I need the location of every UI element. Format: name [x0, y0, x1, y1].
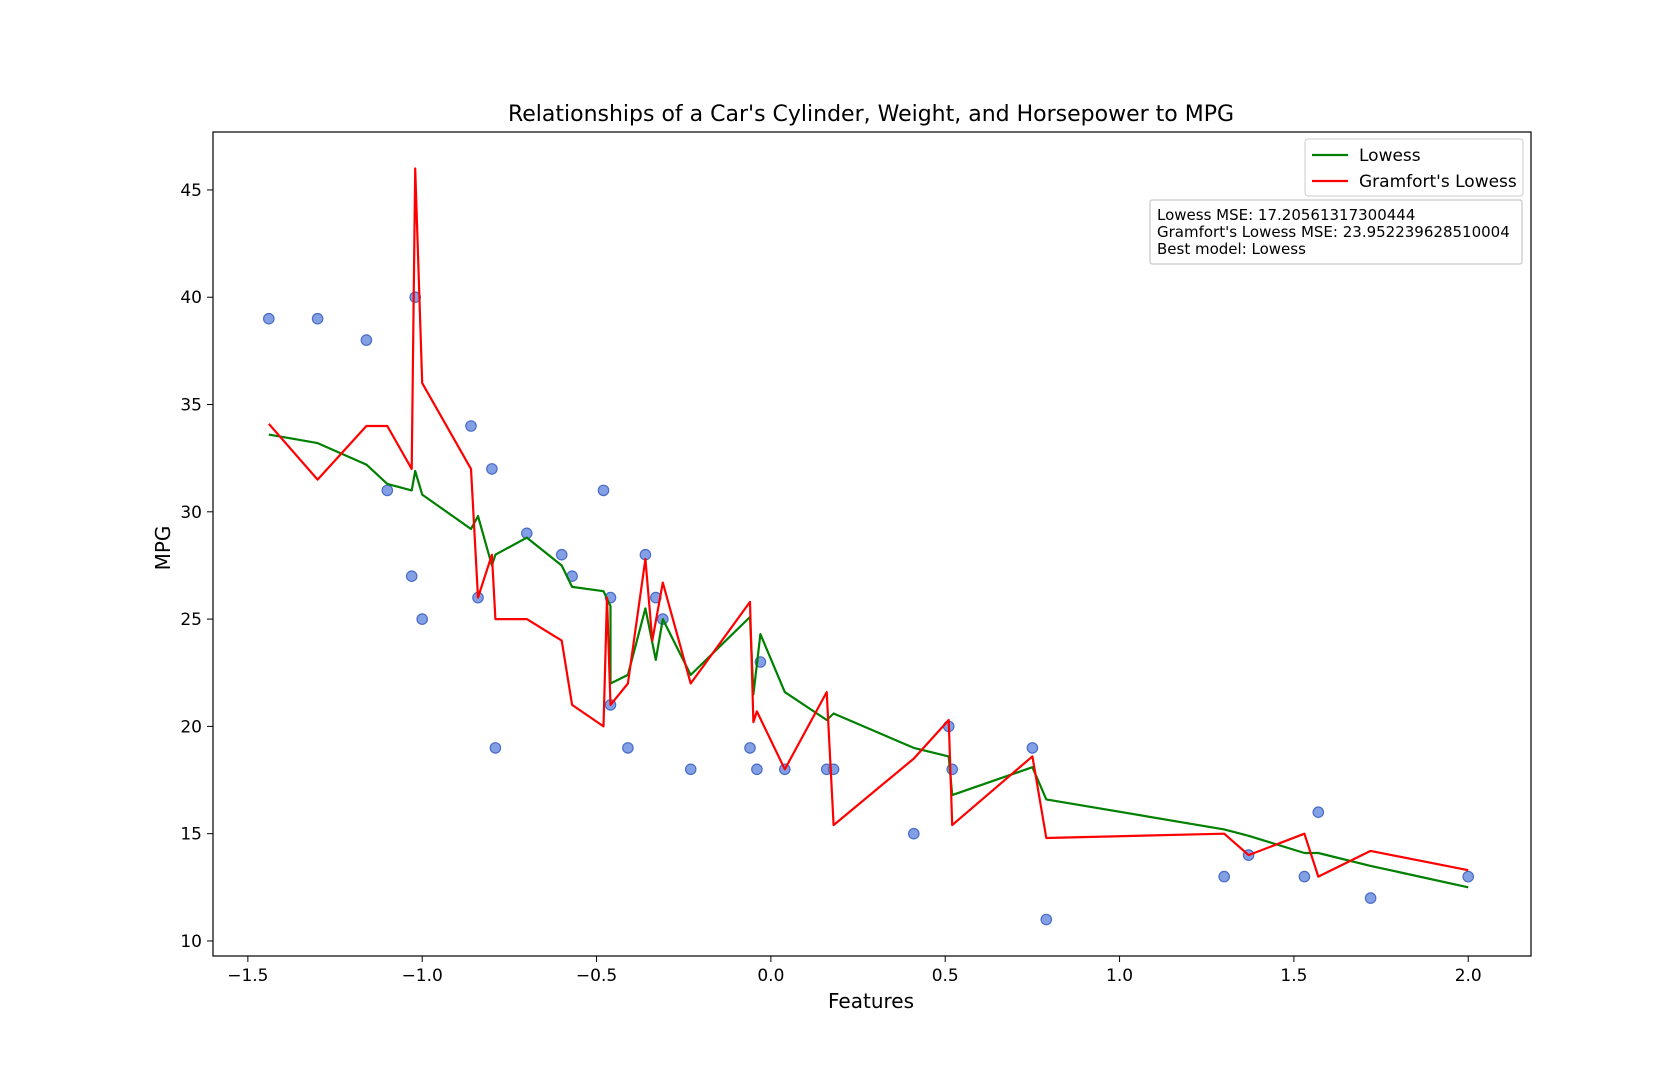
y-tick-label: 20 [180, 717, 202, 737]
legend-box [1304, 138, 1524, 197]
mse-annotation: Lowess MSE: 17.20561317300444 Gramfort's… [1149, 199, 1523, 265]
data-point [1218, 870, 1230, 883]
data-point [597, 484, 610, 497]
chart-title: Relationships of a Car's Cylinder, Weigh… [508, 102, 1234, 127]
data-point [1312, 806, 1325, 818]
y-tick-label: 25 [180, 610, 202, 630]
x-tick-label: 0.5 [932, 966, 959, 986]
series-line-lowess [268, 433, 1469, 889]
data-point [622, 742, 634, 754]
x-tick-label: 0.0 [757, 966, 784, 986]
data-point [416, 613, 428, 625]
y-axis: 10 15 20 25 30 35 40 45 [180, 181, 213, 952]
legend: Lowess Gramfort's Lowess [1304, 138, 1524, 197]
annotation-box [1149, 199, 1523, 265]
data-point [465, 420, 477, 432]
data-point [1462, 870, 1474, 883]
data-point [381, 484, 394, 497]
x-tick-label: −1.0 [402, 966, 443, 986]
data-point [1026, 742, 1039, 754]
y-tick-label: 15 [180, 825, 202, 845]
plot-frame [212, 131, 1532, 957]
data-point [489, 742, 502, 754]
data-point [486, 463, 498, 475]
x-axis-title: Features [828, 989, 914, 1013]
data-point [311, 312, 324, 325]
y-tick-label: 30 [180, 503, 202, 523]
x-tick-label: −0.5 [576, 966, 617, 986]
y-axis-title: MPG [151, 526, 175, 571]
x-tick-label: 1.0 [1106, 966, 1133, 986]
y-tick-label: 40 [180, 288, 202, 308]
y-tick-label: 45 [180, 181, 202, 201]
x-tick-label: 1.5 [1280, 966, 1307, 986]
data-point [907, 827, 920, 840]
data-point [1040, 913, 1053, 926]
y-tick-label: 35 [180, 396, 202, 416]
data-point [555, 548, 568, 561]
data-point [1364, 892, 1377, 904]
data-point [751, 763, 763, 776]
plot-area [262, 167, 1474, 926]
x-tick-label: 2.0 [1455, 966, 1482, 986]
x-axis: −1.5 −1.0 −0.5 0.0 0.5 1.0 1.5 2.0 [227, 956, 1482, 986]
data-point [360, 334, 373, 346]
annotation-line-gramfort-mse: Gramfort's Lowess MSE: 23.95223962851000… [1157, 223, 1510, 241]
data-point [1298, 870, 1311, 883]
data-point [262, 312, 275, 325]
legend-label-gramfort-lowess: Gramfort's Lowess [1359, 172, 1517, 192]
data-point [744, 742, 756, 754]
x-tick-label: −1.5 [227, 966, 268, 986]
data-point [684, 763, 697, 776]
y-tick-label: 10 [180, 932, 202, 952]
data-point [405, 570, 418, 582]
annotation-line-best-model: Best model: Lowess [1157, 240, 1306, 258]
series-line-gramfort-lowess [267, 167, 1469, 878]
annotation-line-lowess-mse: Lowess MSE: 17.20561317300444 [1157, 206, 1415, 224]
legend-label-lowess: Lowess [1359, 146, 1421, 166]
